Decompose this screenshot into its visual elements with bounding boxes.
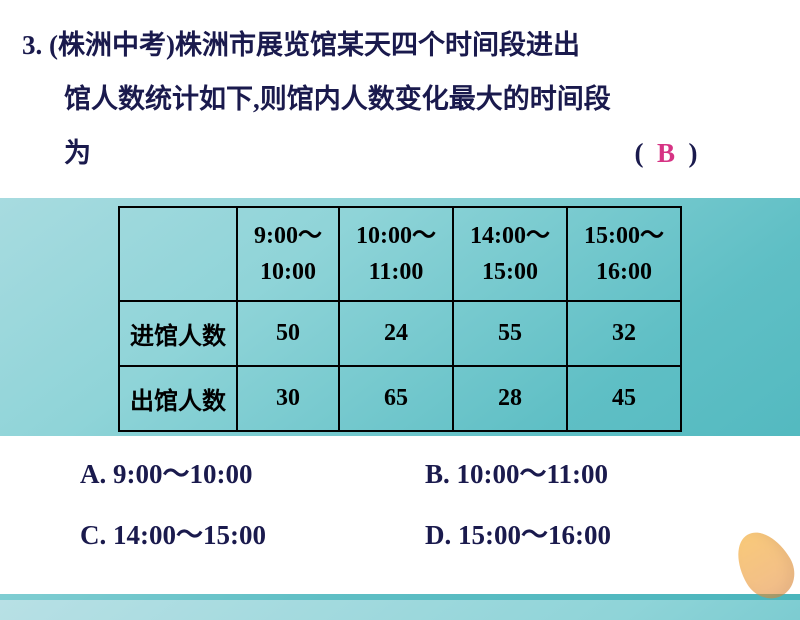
row-label-1: 进馆人数	[119, 301, 237, 366]
decoration-icon	[700, 500, 800, 620]
cell: 45	[567, 366, 681, 431]
paren-open: (	[635, 138, 658, 168]
col-header-2: 10:00～ 11:00	[339, 207, 453, 301]
col-header-3: 14:00～ 15:00	[453, 207, 567, 301]
question-source: (株洲中考)	[49, 30, 175, 60]
question-number: 3.	[22, 30, 42, 60]
data-table: 9:00～ 10:00 10:00～ 11:00 14:00～ 15:00 15…	[118, 206, 682, 432]
options-block: A. 9:00～10:00 B. 10:00～11:00 C. 14:00～15…	[0, 436, 800, 594]
cell: 28	[453, 366, 567, 431]
table-header-row: 9:00～ 10:00 10:00～ 11:00 14:00～ 15:00 15…	[119, 207, 681, 301]
table-container: 9:00～ 10:00 10:00～ 11:00 14:00～ 15:00 15…	[0, 198, 800, 436]
cell: 24	[339, 301, 453, 366]
cell: 65	[339, 366, 453, 431]
cell: 30	[237, 366, 339, 431]
row-label-2: 出馆人数	[119, 366, 237, 431]
option-row-2: C. 14:00～15:00 D. 15:00～16:00	[80, 513, 770, 552]
question-line3: 为 ( B )	[22, 126, 770, 180]
cell: 50	[237, 301, 339, 366]
col-header-1: 9:00～ 10:00	[237, 207, 339, 301]
option-c: C. 14:00～15:00	[80, 513, 425, 552]
question-line2: 馆人数统计如下,则馆内人数变化最大的时间段	[22, 72, 770, 126]
cell: 55	[453, 301, 567, 366]
question-block: 3. (株洲中考)株洲市展览馆某天四个时间段进出 馆人数统计如下,则馆内人数变化…	[0, 0, 800, 198]
col-header-4: 15:00～ 16:00	[567, 207, 681, 301]
paren-close: )	[675, 138, 698, 168]
question-line3-prefix: 为	[64, 138, 91, 168]
question-line1: 3. (株洲中考)株洲市展览馆某天四个时间段进出	[22, 18, 770, 72]
option-b: B. 10:00～11:00	[425, 452, 770, 491]
option-row-1: A. 9:00～10:00 B. 10:00～11:00	[80, 452, 770, 491]
table-corner-cell	[119, 207, 237, 301]
answer-letter: B	[657, 138, 675, 168]
cell: 32	[567, 301, 681, 366]
question-text-1: 株洲市展览馆某天四个时间段进出	[175, 30, 580, 60]
option-a: A. 9:00～10:00	[80, 452, 425, 491]
table-row: 进馆人数 50 24 55 32	[119, 301, 681, 366]
table-row: 出馆人数 30 65 28 45	[119, 366, 681, 431]
